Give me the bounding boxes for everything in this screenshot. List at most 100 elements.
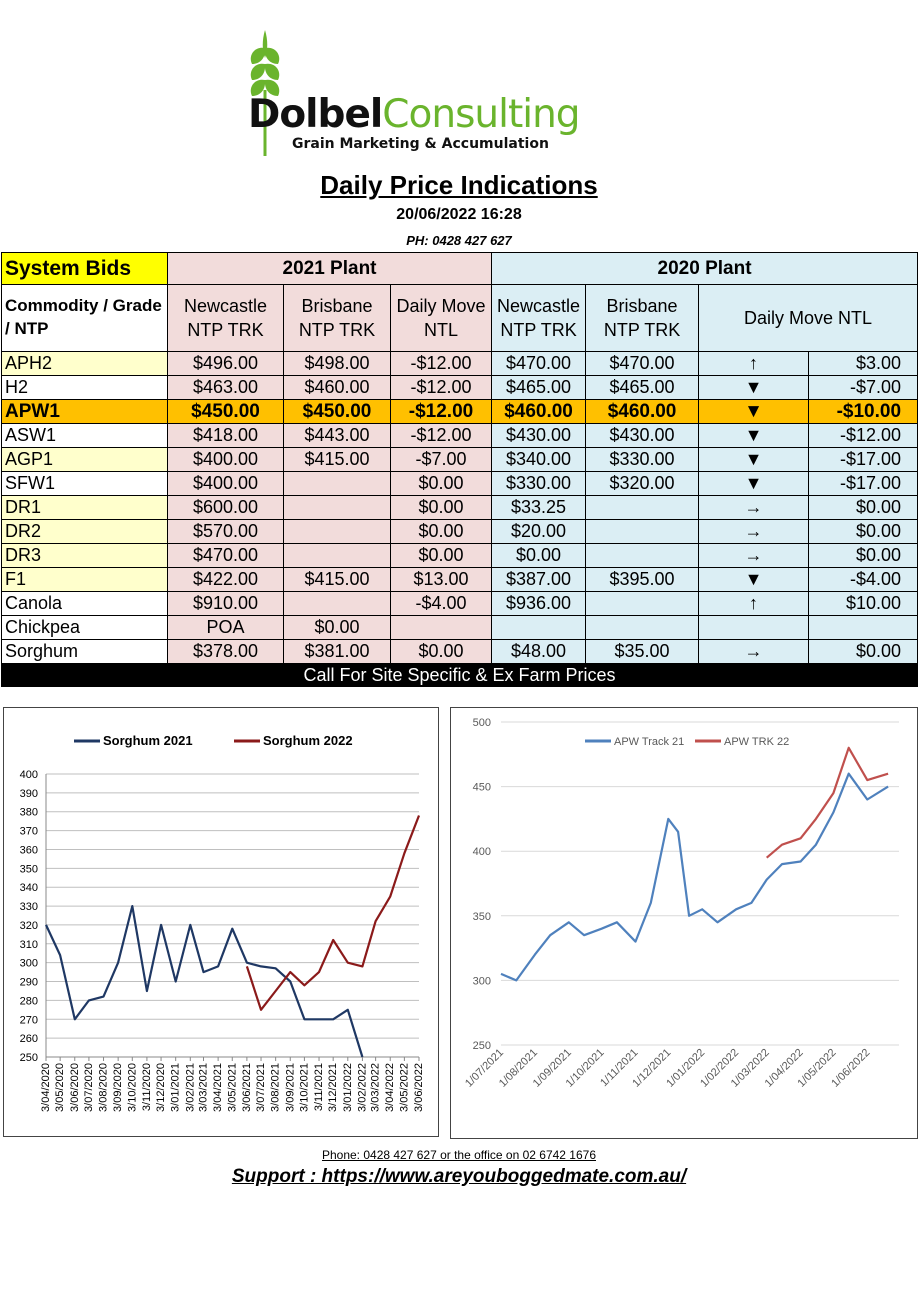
sorghum-chart: 250 260 270 280 290 300 310 320 330 340 350 360 370 3… (3, 707, 439, 1137)
x-tick-label: 3/01/2021 (170, 1063, 182, 1112)
y-tick-label: 400 (20, 769, 38, 781)
table-row: DR1 $600.00 $0.00 $33.25 → $0.00 (1, 495, 918, 520)
brisbane-2020-cell: $470.00 (585, 351, 700, 376)
sorghum-chart-svg: 250 260 270 280 290 300 310 320 330 340 350 360 370 3… (20, 733, 425, 1112)
legend-label: Sorghum 2021 (103, 733, 193, 748)
y-tick-label: 340 (20, 882, 38, 894)
grade-cell: APW1 (1, 399, 168, 424)
x-tick-label: 3/10/2021 (298, 1063, 310, 1112)
brisbane-2021-cell (283, 519, 391, 544)
brand-name-part-b: Consulting (382, 92, 580, 137)
y-tick-label: 350 (473, 911, 491, 923)
y-tick-label: 320 (20, 920, 38, 932)
move-2021-cell: $0.00 (389, 639, 493, 664)
x-tick-label: 3/09/2021 (284, 1063, 296, 1112)
brisbane-2021-cell: $415.00 (283, 447, 391, 472)
y-tick-label: 260 (20, 1033, 38, 1045)
newcastle-2021-cell: $600.00 (167, 495, 284, 520)
x-tick-label: 3/08/2020 (98, 1063, 110, 1112)
col-newcastle-2020: Newcastle NTP TRK (491, 284, 587, 352)
y-tick-label: 250 (473, 1040, 491, 1052)
x-tick-label: 3/06/2021 (241, 1063, 253, 1112)
col-brisbane-2020: Brisbane NTP TRK (585, 284, 700, 352)
brisbane-2021-cell: $460.00 (283, 375, 391, 400)
brisbane-2020-cell: $35.00 (585, 639, 700, 664)
newcastle-2020-cell: $48.00 (491, 639, 587, 664)
table-row: DR2 $570.00 $0.00 $20.00 → $0.00 (1, 519, 918, 544)
contact-phone-text: Phone: 0428 427 627 or the office on 02 … (321, 1148, 596, 1162)
y-tick-label: 500 (473, 717, 491, 729)
brisbane-2021-cell: $498.00 (283, 351, 391, 376)
brisbane-2020-cell: $395.00 (585, 567, 700, 592)
y-tick-label: 330 (20, 901, 38, 913)
y-tick-label: 270 (20, 1014, 38, 1026)
move-2021-cell: -$4.00 (389, 591, 493, 616)
y-tick-label: 300 (473, 975, 491, 987)
move-2020-cell: $0.00 (808, 543, 918, 568)
grade-cell: DR3 (1, 543, 168, 568)
y-tick-label: 360 (20, 844, 38, 856)
y-tick-label: 300 (20, 958, 38, 970)
move-2021-cell (389, 615, 493, 640)
x-tick-label: 3/01/2022 (342, 1063, 354, 1112)
move-direction-icon: ▼ (698, 567, 810, 592)
legend-label: APW TRK 22 (724, 736, 789, 748)
x-tick-label: 3/03/2021 (197, 1063, 209, 1112)
brisbane-2021-cell (283, 471, 391, 496)
table-row: APW1 $450.00 $450.00 -$12.00 $460.00 $460.00 ▼… (1, 399, 918, 424)
x-tick-label: 3/12/2020 (155, 1063, 167, 1112)
move-2021-cell: $0.00 (389, 519, 493, 544)
apw-chart-svg: 2503003504004505001/07/20211/08/20211/09… (463, 717, 899, 1090)
newcastle-2021-cell: $570.00 (167, 519, 284, 544)
move-direction-icon: ▼ (698, 399, 810, 424)
x-tick-label: 3/06/2022 (413, 1063, 425, 1112)
move-direction-icon: ▼ (698, 447, 810, 472)
y-tick-label: 250 (20, 1052, 38, 1064)
newcastle-2020-cell: $387.00 (491, 567, 587, 592)
grade-cell: F1 (1, 567, 168, 592)
newcastle-2021-cell: $496.00 (167, 351, 284, 376)
x-tick-label: 3/10/2020 (126, 1063, 138, 1112)
report-datetime: 20/06/2022 16:28 (396, 206, 522, 223)
y-tick-label: 350 (20, 863, 38, 875)
table-row: Chickpea POA $0.00 (1, 615, 918, 640)
x-tick-label: 3/04/2021 (212, 1063, 224, 1112)
support-link-text[interactable]: Support : https://www.areyouboggedmate.c… (231, 1166, 687, 1187)
newcastle-2021-cell: $400.00 (167, 471, 284, 496)
move-2020-cell: -$17.00 (808, 471, 918, 496)
grade-cell: DR2 (1, 519, 168, 544)
table-row: F1 $422.00 $415.00 $13.00 $387.00 $395.00 ▼ -$4… (1, 567, 918, 592)
brisbane-2020-cell (585, 591, 700, 616)
table-row: Canola $910.00 -$4.00 $936.00 ↑ $10.00 (1, 591, 918, 616)
x-tick-label: 3/09/2020 (112, 1063, 124, 1112)
move-2020-cell: $0.00 (808, 495, 918, 520)
brisbane-2020-cell: $460.00 (585, 399, 700, 424)
newcastle-2020-cell: $470.00 (491, 351, 587, 376)
brisbane-2020-cell: $320.00 (585, 471, 700, 496)
y-tick-label: 310 (20, 939, 38, 951)
move-2021-cell: $0.00 (389, 495, 493, 520)
table-row: DR3 $470.00 $0.00 $0.00 → $0.00 (1, 543, 918, 568)
x-tick-label: 3/07/2020 (83, 1063, 95, 1112)
newcastle-2021-cell: $378.00 (167, 639, 284, 664)
newcastle-2021-cell: POA (167, 615, 284, 640)
page-title-text: Daily Price Indications (320, 170, 598, 200)
x-tick-label: 3/05/2020 (54, 1063, 66, 1112)
move-2021-cell: -$12.00 (389, 375, 493, 400)
newcastle-2020-cell: $936.00 (491, 591, 587, 616)
move-direction-icon: → (698, 543, 810, 568)
system-bids-label: System Bids (1, 252, 168, 285)
move-2020-cell: -$7.00 (808, 375, 918, 400)
grade-cell: SFW1 (1, 471, 168, 496)
grade-cell: DR1 (1, 495, 168, 520)
brand-name-part-a: Dolbel (248, 92, 383, 137)
y-tick-label: 280 (20, 995, 38, 1007)
x-tick-label: 3/07/2021 (255, 1063, 267, 1112)
brisbane-2021-cell: $450.00 (283, 399, 391, 424)
brisbane-2020-cell: $465.00 (585, 375, 700, 400)
newcastle-2020-cell: $33.25 (491, 495, 587, 520)
header-phone: PH: 0428 427 627 (406, 233, 512, 248)
support-link[interactable]: Support : https://www.areyouboggedmate.c… (0, 1166, 918, 1188)
newcastle-2020-cell: $430.00 (491, 423, 587, 448)
y-tick-label: 380 (20, 807, 38, 819)
